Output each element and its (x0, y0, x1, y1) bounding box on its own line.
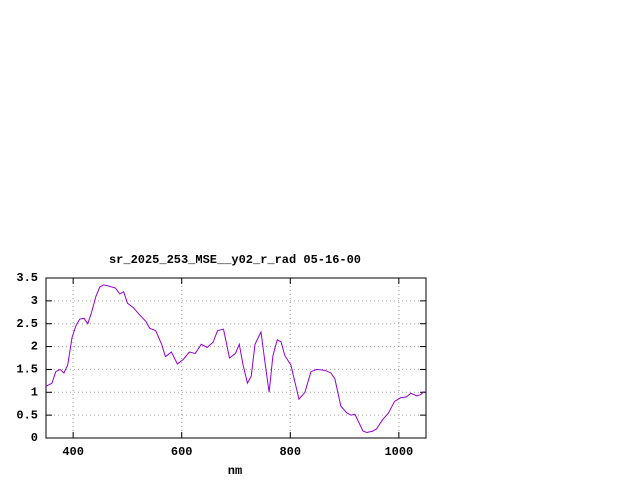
x-tick-label: 800 (279, 445, 301, 459)
x-tick-label: 1000 (384, 445, 413, 459)
y-tick-label: 0.5 (16, 408, 38, 422)
x-tick-label: 600 (171, 445, 193, 459)
data-line (45, 284, 425, 434)
y-tick-label: 2.5 (16, 317, 38, 331)
plot-frame (45, 277, 427, 439)
y-tick-label: 1 (31, 385, 38, 399)
y-tick-label: 3.5 (16, 271, 38, 285)
chart-title: sr_2025_253_MSE__y02_r_rad 05-16-00 (109, 253, 361, 267)
y-tick-label: 1.5 (16, 363, 38, 377)
x-tick-label: 400 (62, 445, 84, 459)
y-tick-label: 2 (31, 340, 38, 354)
y-tick-label: 0 (31, 431, 38, 445)
x-axis-label: nm (228, 464, 242, 478)
y-tick-label: 3 (31, 294, 38, 308)
